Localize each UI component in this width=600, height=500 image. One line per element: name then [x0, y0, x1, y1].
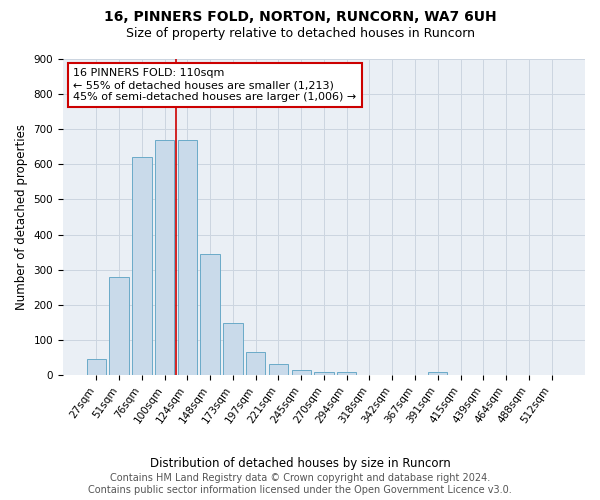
Bar	[132, 158, 152, 375]
Bar	[200, 254, 220, 375]
Bar	[178, 140, 197, 375]
Text: Distribution of detached houses by size in Runcorn: Distribution of detached houses by size …	[149, 458, 451, 470]
Bar	[428, 372, 448, 375]
Bar	[292, 370, 311, 375]
Bar	[155, 140, 174, 375]
Bar	[337, 372, 356, 375]
Bar	[109, 276, 129, 375]
Text: 16 PINNERS FOLD: 110sqm
← 55% of detached houses are smaller (1,213)
45% of semi: 16 PINNERS FOLD: 110sqm ← 55% of detache…	[73, 68, 356, 102]
Bar	[86, 359, 106, 375]
Bar	[314, 372, 334, 375]
Bar	[269, 364, 288, 375]
Bar	[223, 323, 242, 375]
Text: 16, PINNERS FOLD, NORTON, RUNCORN, WA7 6UH: 16, PINNERS FOLD, NORTON, RUNCORN, WA7 6…	[104, 10, 496, 24]
Text: Size of property relative to detached houses in Runcorn: Size of property relative to detached ho…	[125, 28, 475, 40]
Text: Contains HM Land Registry data © Crown copyright and database right 2024.
Contai: Contains HM Land Registry data © Crown c…	[88, 474, 512, 495]
Y-axis label: Number of detached properties: Number of detached properties	[15, 124, 28, 310]
Bar	[246, 352, 265, 375]
